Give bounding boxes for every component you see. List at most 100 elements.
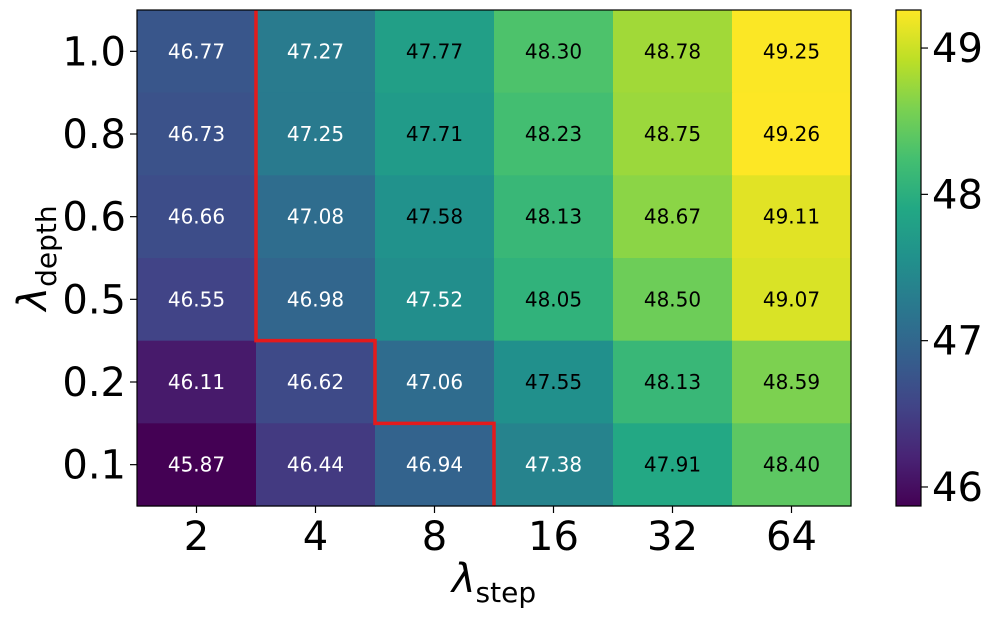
cell-value-label: 47.38 [525,453,582,477]
cell-value-label: 49.07 [763,287,820,311]
colorbar-tick-label: 47 [932,319,983,365]
cell-value-label: 47.58 [406,205,463,229]
y-axis-label: λdepth [10,205,63,312]
cell-value-label: 46.55 [168,287,225,311]
x-axis-symbol: λ [450,556,476,602]
heatmap-cell [256,258,376,342]
cell-value-label: 48.50 [644,287,701,311]
cell-value-label: 46.73 [168,122,225,146]
heatmap-cell [494,92,614,176]
cell-value-label: 48.23 [525,122,582,146]
cell-value-label: 46.94 [406,453,463,477]
y-tick-label: 0.8 [62,112,126,158]
y-tick-label: 1.0 [62,29,126,75]
cell-value-label: 46.11 [168,370,225,394]
cell-value-label: 47.25 [287,122,344,146]
cell-value-label: 47.77 [406,39,463,63]
y-tick-label: 0.2 [62,360,126,406]
x-tick-label: 8 [422,514,447,560]
cell-value-label: 47.08 [287,205,344,229]
cell-value-label: 49.25 [763,39,820,63]
heatmap-cell [732,10,852,94]
heatmap-cell [613,175,733,259]
heatmap-cell [732,175,852,259]
cell-value-label: 48.05 [525,287,582,311]
heatmap-cell [375,423,495,507]
cell-value-label: 48.67 [644,205,701,229]
x-axis-ticks: 2 4 8 16 32 64 [184,506,817,560]
y-axis-symbol: λ [10,287,56,313]
cell-value-label: 48.75 [644,122,701,146]
heatmap-cell [732,258,852,342]
heatmap-cell [375,340,495,424]
cell-value-label: 47.91 [644,453,701,477]
colorbar-tick-label: 49 [932,26,983,72]
cell-value-label: 45.87 [168,453,225,477]
x-tick-label: 64 [766,514,817,560]
cell-value-label: 49.26 [763,122,820,146]
x-axis-subscript: step [476,576,537,609]
cell-value-label: 48.30 [525,39,582,63]
x-tick-label: 16 [528,514,579,560]
heatmap-cell [256,92,376,176]
heatmap-cell [494,340,614,424]
cell-value-label: 48.13 [644,370,701,394]
heatmap-cell [732,423,852,507]
cell-value-label: 46.77 [168,39,225,63]
y-axis-ticks: 1.0 0.8 0.6 0.5 0.2 0.1 [62,29,137,489]
heatmap-cell [256,340,376,424]
heatmap-cell [613,423,733,507]
heatmap-cell [494,10,614,94]
heatmap-cells [137,10,852,507]
heatmap-cell [137,423,257,507]
heatmap-cell [613,92,733,176]
cell-value-label: 47.55 [525,370,582,394]
heatmap-cell [375,175,495,259]
heatmap-cell [137,175,257,259]
colorbar-tick-label: 46 [932,465,983,511]
y-axis-subscript: depth [30,205,63,287]
cell-value-label: 48.13 [525,205,582,229]
cell-value-label: 47.71 [406,122,463,146]
cell-value-label: 48.59 [763,370,820,394]
heatmap-cell [256,10,376,94]
heatmap-cell [137,92,257,176]
x-axis-label: λstep [450,556,536,609]
heatmap-cell [137,10,257,94]
heatmap-cell [256,175,376,259]
colorbar-ticks: 46 47 48 49 [921,26,983,511]
heatmap-cell [375,258,495,342]
x-tick-label: 2 [184,514,209,560]
heatmap-cell [375,10,495,94]
plot-frame [136,9,852,507]
cell-value-label: 47.06 [406,370,463,394]
frontier-line [254,10,496,506]
cell-value-label: 47.52 [406,287,463,311]
heatmap-cell [494,258,614,342]
y-tick-label: 0.1 [62,443,126,489]
heatmap-cell [613,340,733,424]
x-tick-label: 4 [303,514,328,560]
cell-value-label: 46.62 [287,370,344,394]
colorbar-tick-label: 48 [932,172,983,218]
heatmap-cell [256,423,376,507]
cell-value-label: 48.40 [763,453,820,477]
cell-value-label: 47.27 [287,39,344,63]
heatmap-cell [494,423,614,507]
heatmap-cell [613,258,733,342]
cell-value-label: 46.66 [168,205,225,229]
y-tick-label: 0.6 [62,195,126,241]
cell-value-labels: 46.77 47.27 47.77 48.30 48.78 49.25 46.73 47.25… [168,39,820,476]
y-tick-label: 0.5 [62,277,126,323]
heatmap-cell [375,92,495,176]
heatmap-cell [137,258,257,342]
heatmap-cell [137,340,257,424]
colorbar [895,9,922,507]
heatmap-cell [732,340,852,424]
heatmap-cell [613,10,733,94]
cell-value-label: 48.78 [644,39,701,63]
cell-value-label: 49.11 [763,205,820,229]
heatmap-cell [732,92,852,176]
x-tick-label: 32 [647,514,698,560]
